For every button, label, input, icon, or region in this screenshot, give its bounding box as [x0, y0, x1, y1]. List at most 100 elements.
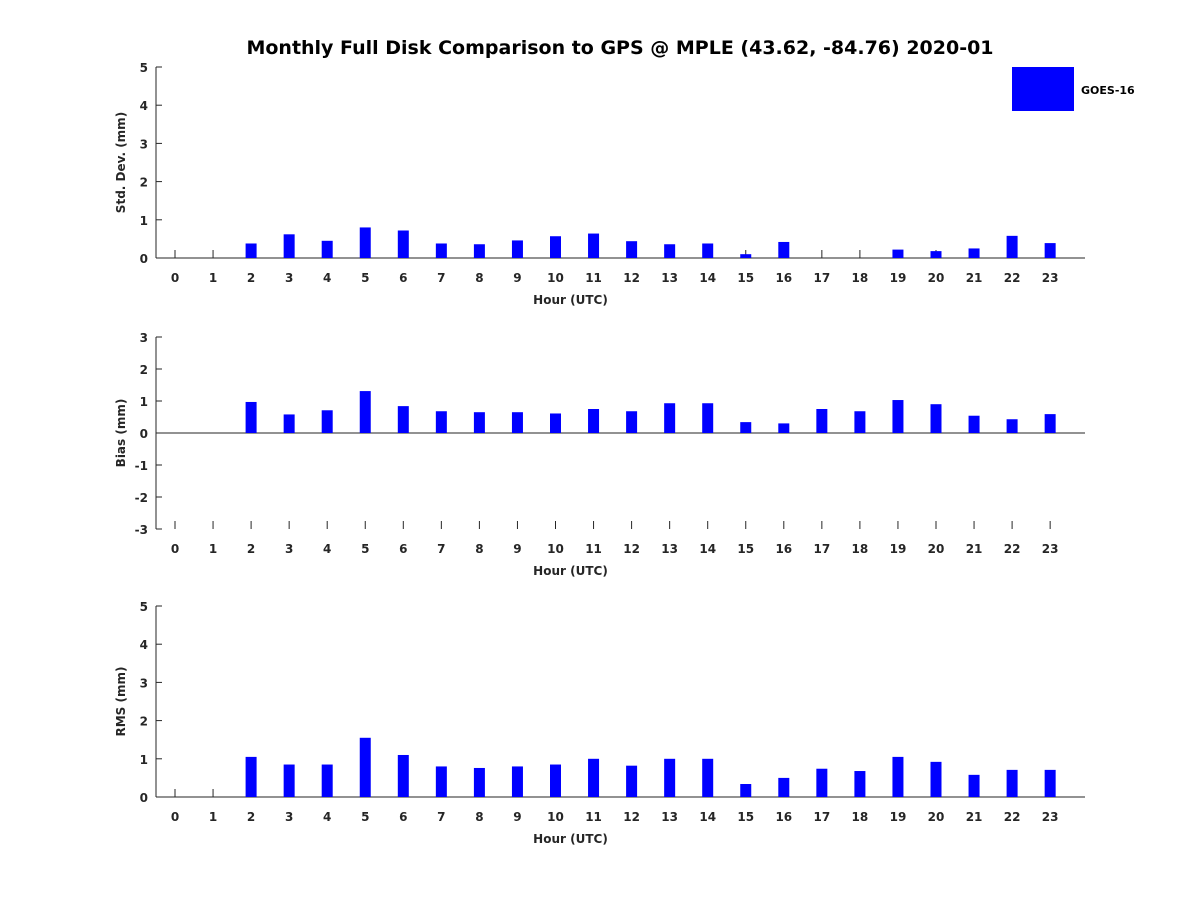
- x-tick-label: 6: [399, 542, 407, 556]
- x-tick-label: 10: [547, 542, 564, 556]
- x-tick-label: 2: [247, 810, 255, 824]
- x-tick-label: 19: [890, 271, 907, 285]
- y-tick-label: 0: [140, 252, 148, 266]
- x-tick-label: 21: [966, 542, 983, 556]
- bar: [321, 764, 333, 797]
- x-tick-label: 4: [323, 810, 331, 824]
- bar: [473, 412, 485, 433]
- bar: [664, 244, 676, 258]
- x-tick-label: 21: [966, 810, 983, 824]
- x-tick-label: 11: [585, 810, 602, 824]
- bar: [626, 411, 638, 433]
- legend: GOES-16: [1012, 67, 1135, 111]
- x-tick-label: 14: [699, 271, 716, 285]
- x-tick-label: 13: [661, 542, 678, 556]
- bar: [930, 404, 942, 433]
- x-axis-label: Hour (UTC): [533, 293, 608, 307]
- bar: [740, 784, 752, 797]
- x-tick-label: 20: [928, 810, 945, 824]
- x-tick-label: 12: [623, 271, 640, 285]
- bar: [283, 414, 295, 433]
- bar: [359, 737, 371, 797]
- bar: [321, 240, 333, 258]
- bar: [816, 409, 828, 433]
- y-tick-label: 4: [140, 99, 148, 113]
- legend-swatch: [1012, 67, 1074, 111]
- x-axis-label: Hour (UTC): [533, 832, 608, 846]
- bar: [702, 403, 714, 433]
- bar: [511, 240, 523, 258]
- bar: [359, 227, 371, 258]
- x-tick-label: 20: [928, 542, 945, 556]
- bar: [397, 754, 409, 797]
- bar: [740, 254, 752, 258]
- y-tick-label: -3: [135, 523, 148, 537]
- bar: [892, 400, 904, 433]
- legend-label: GOES-16: [1081, 84, 1135, 97]
- bar: [473, 767, 485, 797]
- x-tick-label: 3: [285, 542, 293, 556]
- bar: [588, 758, 600, 797]
- bar: [511, 412, 523, 433]
- x-tick-label: 3: [285, 271, 293, 285]
- bar: [892, 756, 904, 797]
- bar: [1044, 414, 1056, 433]
- bar: [397, 230, 409, 258]
- x-tick-label: 18: [852, 542, 869, 556]
- y-tick-label: 3: [140, 137, 148, 151]
- x-tick-label: 6: [399, 810, 407, 824]
- x-tick-label: 2: [247, 271, 255, 285]
- bar: [664, 758, 676, 797]
- bar: [702, 758, 714, 797]
- bar: [854, 771, 866, 797]
- x-tick-label: 21: [966, 271, 983, 285]
- x-tick-label: 3: [285, 810, 293, 824]
- x-tick-label: 1: [209, 271, 217, 285]
- bar: [740, 422, 752, 433]
- y-tick-label: 1: [140, 753, 148, 767]
- y-tick-label: 1: [140, 395, 148, 409]
- x-tick-label: 16: [775, 542, 792, 556]
- x-tick-label: 13: [661, 810, 678, 824]
- bar: [626, 765, 638, 797]
- x-tick-label: 6: [399, 271, 407, 285]
- y-axis-label: Bias (mm): [114, 399, 128, 468]
- bar: [1006, 235, 1018, 258]
- bar: [588, 233, 600, 258]
- bar: [1044, 243, 1056, 258]
- y-tick-label: -1: [135, 459, 148, 473]
- bar: [245, 756, 257, 797]
- bar: [550, 413, 561, 433]
- x-tick-label: 12: [623, 810, 640, 824]
- bar: [550, 236, 561, 258]
- x-tick-label: 23: [1042, 542, 1059, 556]
- bar: [473, 244, 485, 258]
- x-tick-label: 11: [585, 542, 602, 556]
- x-tick-label: 7: [437, 810, 445, 824]
- x-tick-label: 23: [1042, 810, 1059, 824]
- x-tick-label: 7: [437, 542, 445, 556]
- bar: [1044, 769, 1056, 797]
- x-axis-label: Hour (UTC): [533, 564, 608, 578]
- x-tick-label: 10: [547, 810, 564, 824]
- x-tick-label: 14: [699, 810, 716, 824]
- bar: [778, 777, 790, 797]
- x-tick-label: 15: [737, 542, 754, 556]
- bar: [397, 406, 409, 433]
- bar: [930, 761, 942, 797]
- bar: [245, 401, 257, 433]
- y-tick-label: 5: [140, 61, 148, 75]
- bar: [550, 764, 561, 797]
- y-tick-label: -2: [135, 491, 148, 505]
- bar: [1006, 419, 1018, 433]
- y-tick-label: 0: [140, 791, 148, 805]
- x-tick-label: 8: [475, 810, 483, 824]
- x-tick-label: 4: [323, 271, 331, 285]
- x-tick-label: 11: [585, 271, 602, 285]
- x-tick-label: 5: [361, 271, 369, 285]
- y-tick-label: 4: [140, 638, 148, 652]
